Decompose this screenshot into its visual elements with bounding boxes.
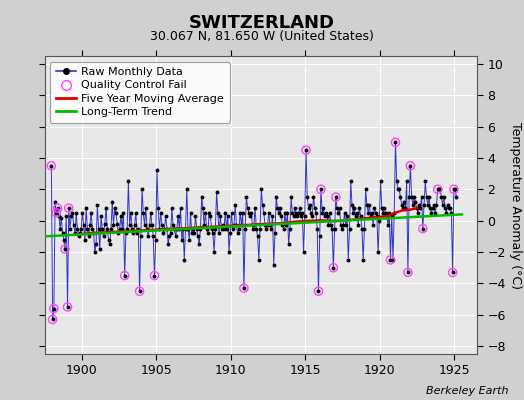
Point xyxy=(48,316,57,323)
Point xyxy=(386,257,395,263)
Point xyxy=(450,186,458,192)
Point xyxy=(332,194,340,200)
Point xyxy=(433,186,442,192)
Point xyxy=(47,162,56,169)
Point xyxy=(329,264,337,271)
Point xyxy=(53,205,62,211)
Text: SWITZERLAND: SWITZERLAND xyxy=(189,14,335,32)
Point xyxy=(64,205,73,211)
Text: 30.067 N, 81.650 W (United States): 30.067 N, 81.650 W (United States) xyxy=(150,30,374,43)
Point xyxy=(391,139,400,146)
Point xyxy=(150,272,159,279)
Point xyxy=(314,288,323,294)
Point xyxy=(52,210,61,216)
Point xyxy=(302,147,310,153)
Text: Berkeley Earth: Berkeley Earth xyxy=(426,386,508,396)
Point xyxy=(406,162,414,169)
Point xyxy=(239,285,248,291)
Point xyxy=(419,225,427,232)
Y-axis label: Temperature Anomaly (°C): Temperature Anomaly (°C) xyxy=(509,122,522,288)
Point xyxy=(121,272,129,279)
Point xyxy=(316,186,325,192)
Point xyxy=(449,269,457,276)
Point xyxy=(50,305,58,312)
Point xyxy=(135,288,144,294)
Legend: Raw Monthly Data, Quality Control Fail, Five Year Moving Average, Long-Term Tren: Raw Monthly Data, Quality Control Fail, … xyxy=(50,62,230,123)
Point xyxy=(63,304,72,310)
Point xyxy=(61,246,69,252)
Point xyxy=(403,269,412,276)
